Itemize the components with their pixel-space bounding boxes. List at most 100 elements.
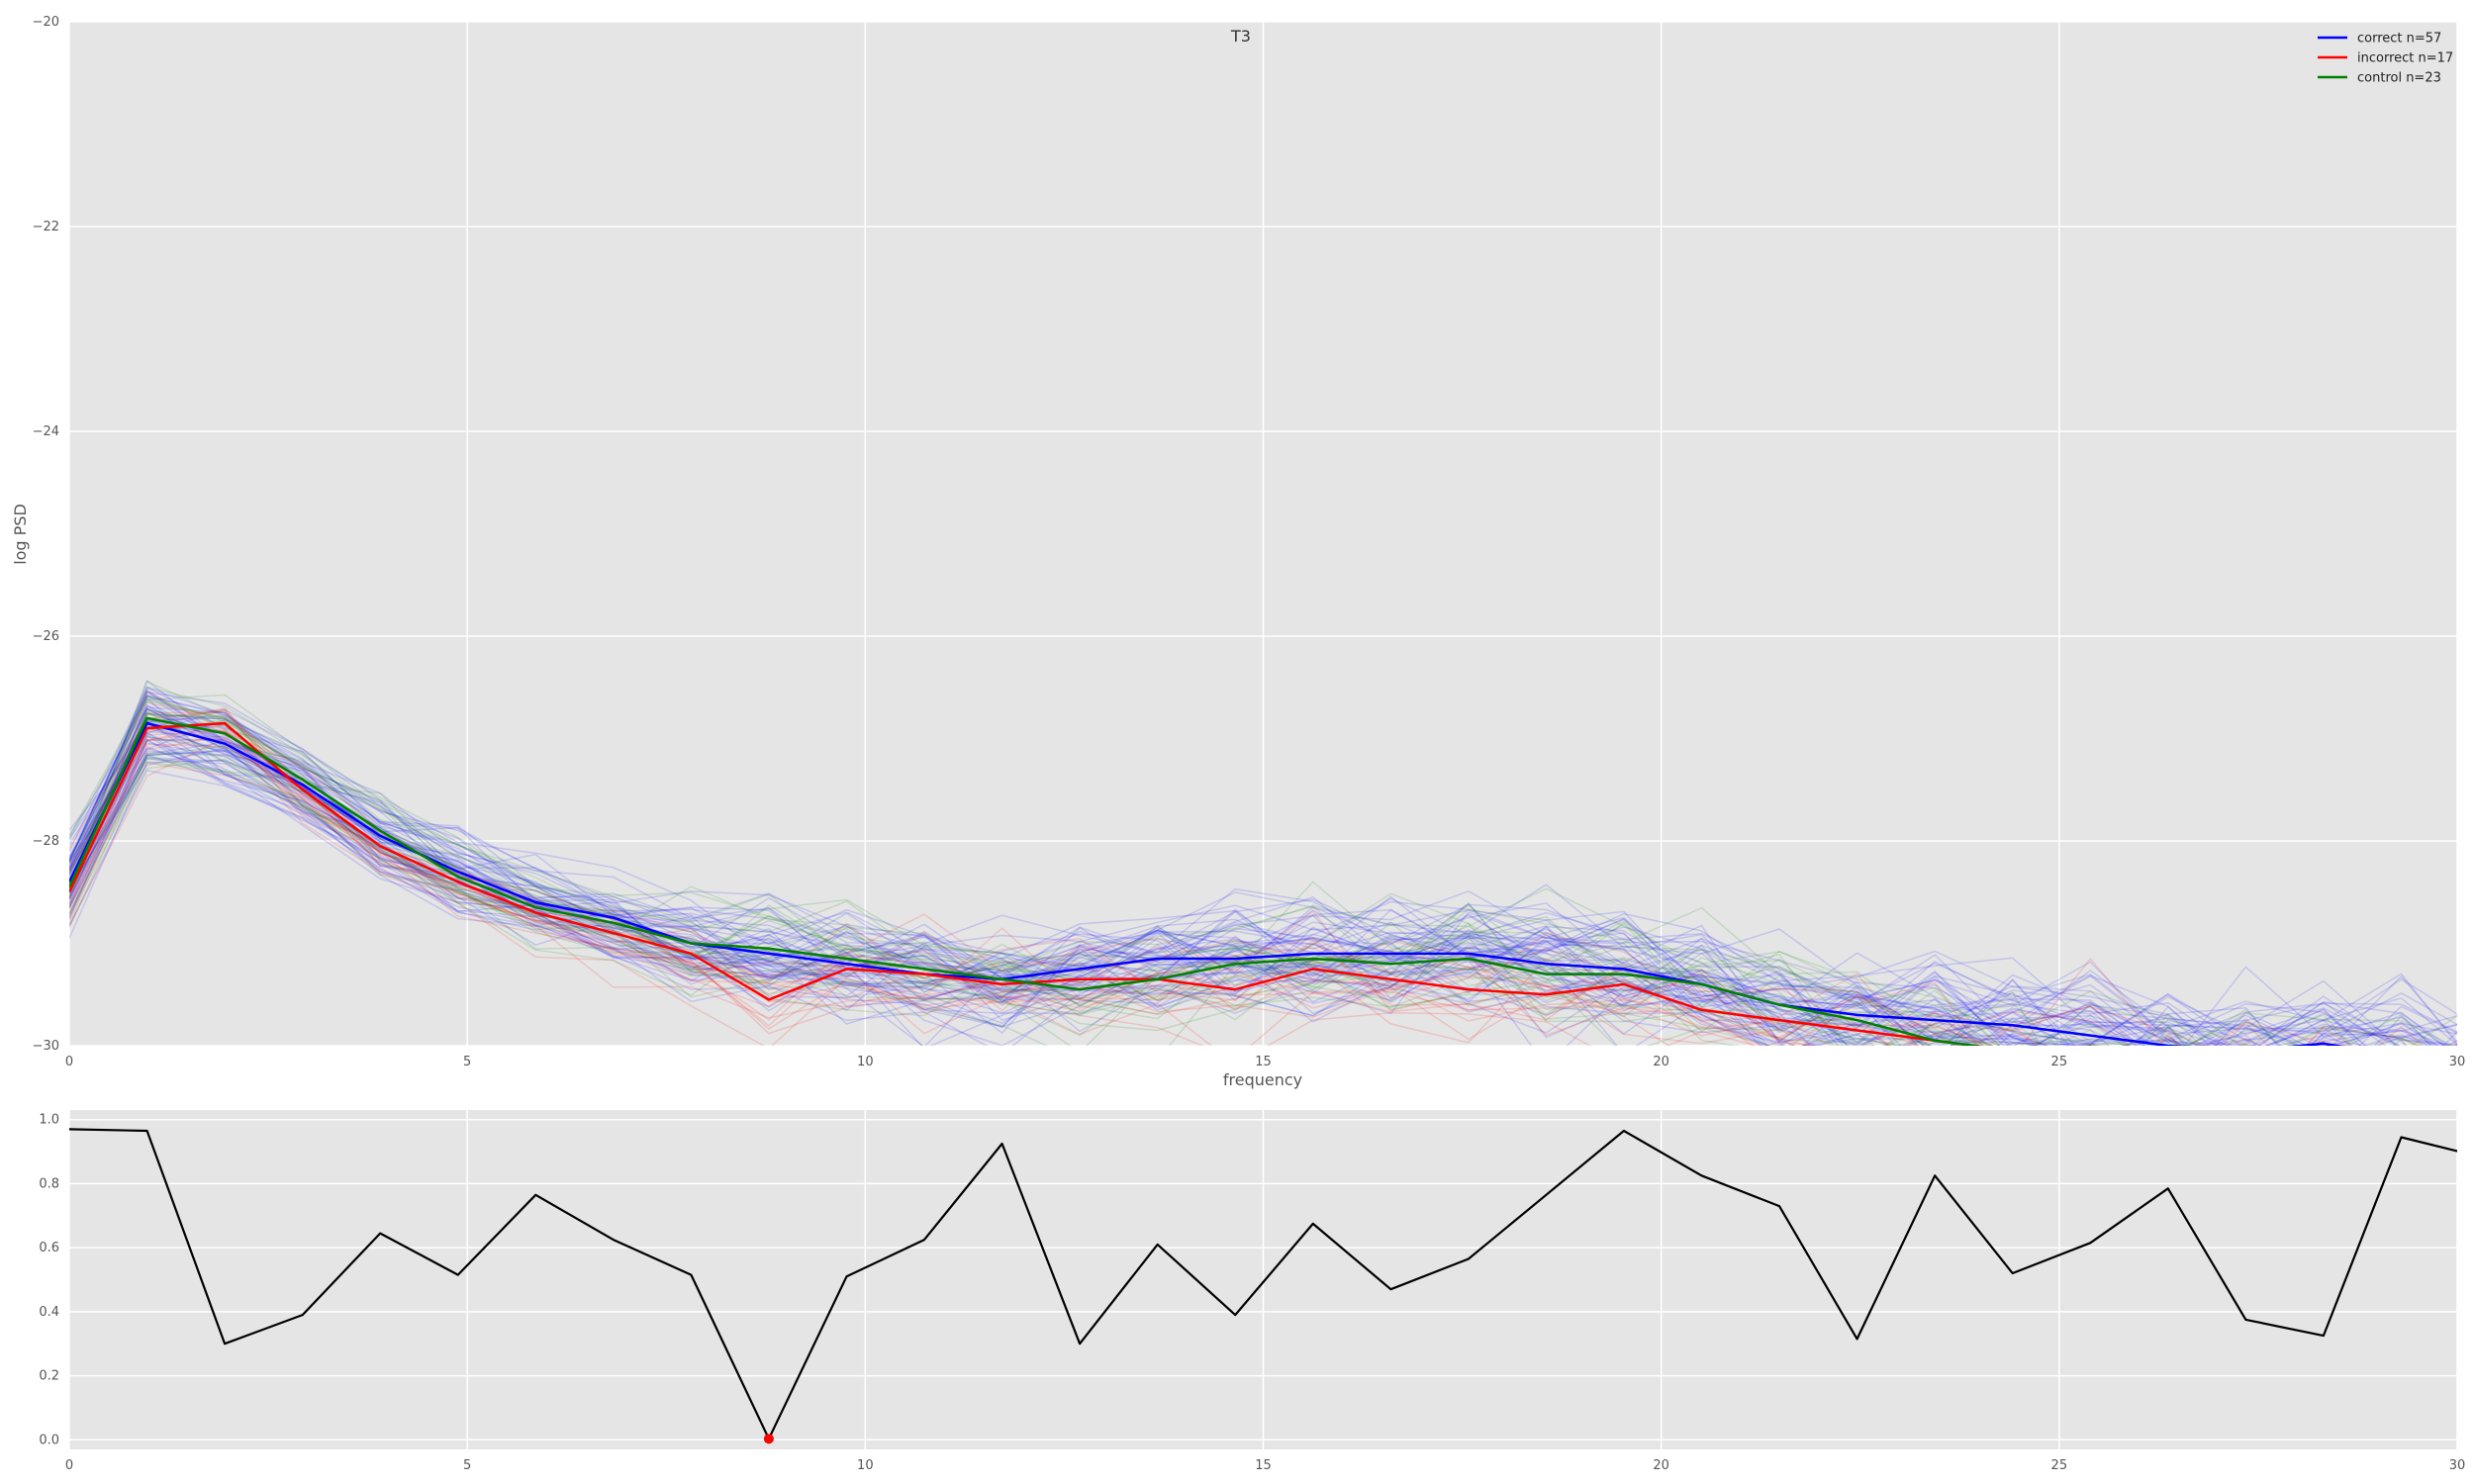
x-tick-label: 25 [2051, 1458, 2068, 1473]
pvalue-line [69, 1128, 2457, 1440]
y-tick-label: −20 [33, 15, 59, 30]
y-tick-label: 0.2 [39, 1369, 59, 1384]
y-tick-label: −28 [33, 834, 59, 849]
pvalue-grid [68, 1110, 2458, 1449]
pvalue-series [69, 1128, 2457, 1444]
individual-trace [69, 717, 2321, 1046]
individual-trace [69, 720, 2400, 1046]
significant-point [763, 1434, 774, 1444]
y-tick-label: 0.4 [39, 1305, 59, 1320]
individual-trace [69, 686, 2457, 1046]
individual-trace [69, 762, 1760, 1046]
pvalue-y-tick-labels: 0.0 0.2 0.4 0.6 0.8 1.0 [39, 1113, 59, 1448]
individual-trace [69, 724, 2424, 1046]
individual-trace [69, 735, 2362, 1046]
legend-entry: control n=23 [2357, 71, 2441, 86]
individual-trace [69, 691, 2387, 1046]
x-axis-label: frequency [1223, 1070, 1302, 1089]
individual-trace [69, 696, 2457, 1046]
x-tick-label: 20 [1653, 1458, 1669, 1473]
x-tick-label: 15 [1255, 1458, 1272, 1473]
individual-trace [69, 723, 2329, 1046]
individual-trace [69, 761, 1776, 1046]
x-tick-label: 15 [1255, 1055, 1272, 1069]
individual-trace [69, 712, 2179, 1046]
series-line-1 [69, 721, 1983, 1046]
individual-trace [69, 729, 2457, 1046]
individual-trace [69, 708, 2457, 1046]
y-tick-label: 1.0 [39, 1113, 59, 1128]
pvalue-x-tick-labels: 0 5 10 15 20 25 30 [65, 1458, 2465, 1473]
individual-trace [69, 719, 2193, 1046]
individual-trace [69, 708, 2190, 1046]
individual-trace [69, 697, 2126, 1046]
y-tick-label: 0.0 [39, 1433, 59, 1447]
individual-trace [69, 739, 2250, 1046]
individual-trace [69, 707, 2445, 1046]
x-tick-label: 10 [857, 1458, 874, 1473]
individual-trace [69, 723, 2108, 1046]
individual-trace [69, 708, 2419, 1046]
individual-trace [69, 734, 1974, 1046]
individual-trace [69, 734, 1894, 1046]
individual-trace [69, 758, 1934, 1046]
y-tick-label: −30 [33, 1039, 59, 1054]
individual-trace [69, 726, 2436, 1046]
individual-trace [69, 694, 2457, 1046]
individual-trace [69, 738, 2457, 1046]
individual-trace [69, 706, 2457, 1033]
y-tick-label: −24 [33, 424, 59, 439]
pvalue-axes: 0 5 10 15 20 25 30 0.0 0.2 0.4 0.6 0.8 1.0 [39, 1110, 2465, 1473]
x-tick-label: 25 [2051, 1055, 2068, 1069]
individual-trace [69, 717, 2366, 1046]
individual-trace [69, 736, 2057, 1046]
series-line-2 [69, 716, 1983, 1046]
psd-mean-series [69, 716, 2345, 1046]
individual-trace [69, 710, 2269, 1046]
individual-trace [69, 712, 2151, 1046]
individual-trace [69, 694, 2429, 1046]
individual-trace [69, 755, 1845, 1046]
individual-trace [69, 757, 1875, 1046]
individual-trace [69, 699, 2262, 1046]
x-tick-label: 10 [857, 1055, 874, 1069]
individual-trace [69, 723, 2457, 1046]
chart-title: T3 [1230, 27, 1251, 46]
individual-trace [69, 713, 2453, 1046]
individual-trace [69, 750, 2326, 1046]
individual-trace [69, 701, 2039, 1046]
individual-trace [69, 704, 2457, 1040]
individual-trace [69, 711, 2263, 1046]
individual-trace [69, 747, 2253, 1046]
individual-trace [69, 708, 2457, 1046]
individual-trace [69, 703, 2452, 1046]
individual-trace [69, 720, 2366, 1046]
y-axis-label: log PSD [11, 504, 30, 565]
individual-trace [69, 753, 2432, 1046]
x-tick-label: 30 [2449, 1055, 2466, 1069]
individual-trace [69, 717, 2293, 1046]
x-tick-label: 5 [463, 1458, 471, 1473]
individual-trace [69, 679, 2403, 1046]
legend-entry: correct n=57 [2357, 32, 2441, 46]
individual-trace [69, 699, 2455, 1046]
legend-entry: incorrect n=17 [2357, 51, 2453, 66]
individual-trace [69, 724, 2279, 1046]
individual-trace [69, 750, 2439, 1046]
individual-trace [69, 709, 2408, 1046]
x-tick-label: 0 [65, 1458, 73, 1473]
y-tick-label: 0.8 [39, 1176, 59, 1191]
y-tick-label: −26 [33, 629, 59, 644]
individual-trace [69, 731, 2175, 1046]
psd-grid [68, 21, 2458, 1047]
individual-trace [69, 730, 2094, 1046]
x-tick-label: 5 [463, 1055, 471, 1069]
individual-trace [69, 690, 2182, 1046]
psd-y-tick-labels: −30 −28 −26 −24 −22 −20 [33, 15, 59, 1054]
individual-trace [69, 736, 1890, 1046]
individual-trace [69, 690, 2457, 1046]
individual-trace [69, 738, 2331, 1046]
individual-trace [69, 759, 2348, 1046]
x-tick-label: 0 [65, 1055, 73, 1069]
